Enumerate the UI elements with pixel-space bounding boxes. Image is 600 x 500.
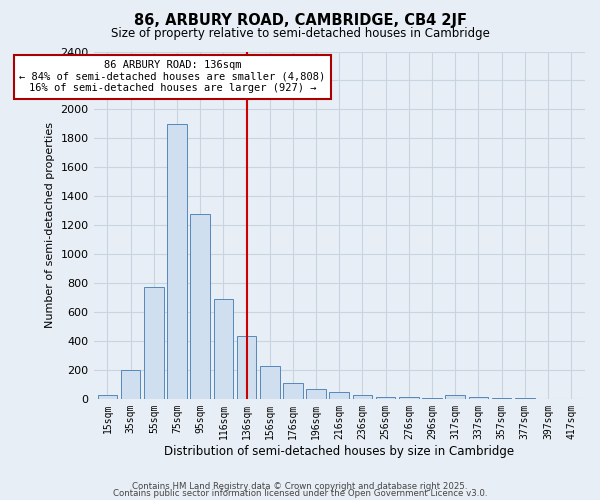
Bar <box>469 396 488 399</box>
Bar <box>445 395 465 399</box>
Bar <box>283 383 303 399</box>
Bar <box>121 370 140 399</box>
Bar <box>353 395 373 399</box>
Y-axis label: Number of semi-detached properties: Number of semi-detached properties <box>45 122 55 328</box>
Bar <box>329 392 349 399</box>
Bar <box>260 366 280 399</box>
Text: 86 ARBURY ROAD: 136sqm
← 84% of semi-detached houses are smaller (4,808)
16% of : 86 ARBURY ROAD: 136sqm ← 84% of semi-det… <box>19 60 325 94</box>
Text: Size of property relative to semi-detached houses in Cambridge: Size of property relative to semi-detach… <box>110 28 490 40</box>
Text: Contains HM Land Registry data © Crown copyright and database right 2025.: Contains HM Land Registry data © Crown c… <box>132 482 468 491</box>
X-axis label: Distribution of semi-detached houses by size in Cambridge: Distribution of semi-detached houses by … <box>164 444 514 458</box>
Bar <box>376 396 395 399</box>
Bar <box>190 214 210 399</box>
Bar <box>491 398 511 399</box>
Bar <box>236 336 256 399</box>
Bar <box>214 299 233 399</box>
Text: 86, ARBURY ROAD, CAMBRIDGE, CB4 2JF: 86, ARBURY ROAD, CAMBRIDGE, CB4 2JF <box>133 12 467 28</box>
Bar <box>515 398 535 399</box>
Bar <box>422 398 442 399</box>
Bar <box>144 286 164 399</box>
Bar <box>399 398 419 399</box>
Text: Contains public sector information licensed under the Open Government Licence v3: Contains public sector information licen… <box>113 489 487 498</box>
Bar <box>306 390 326 399</box>
Bar <box>98 395 118 399</box>
Bar <box>167 124 187 399</box>
